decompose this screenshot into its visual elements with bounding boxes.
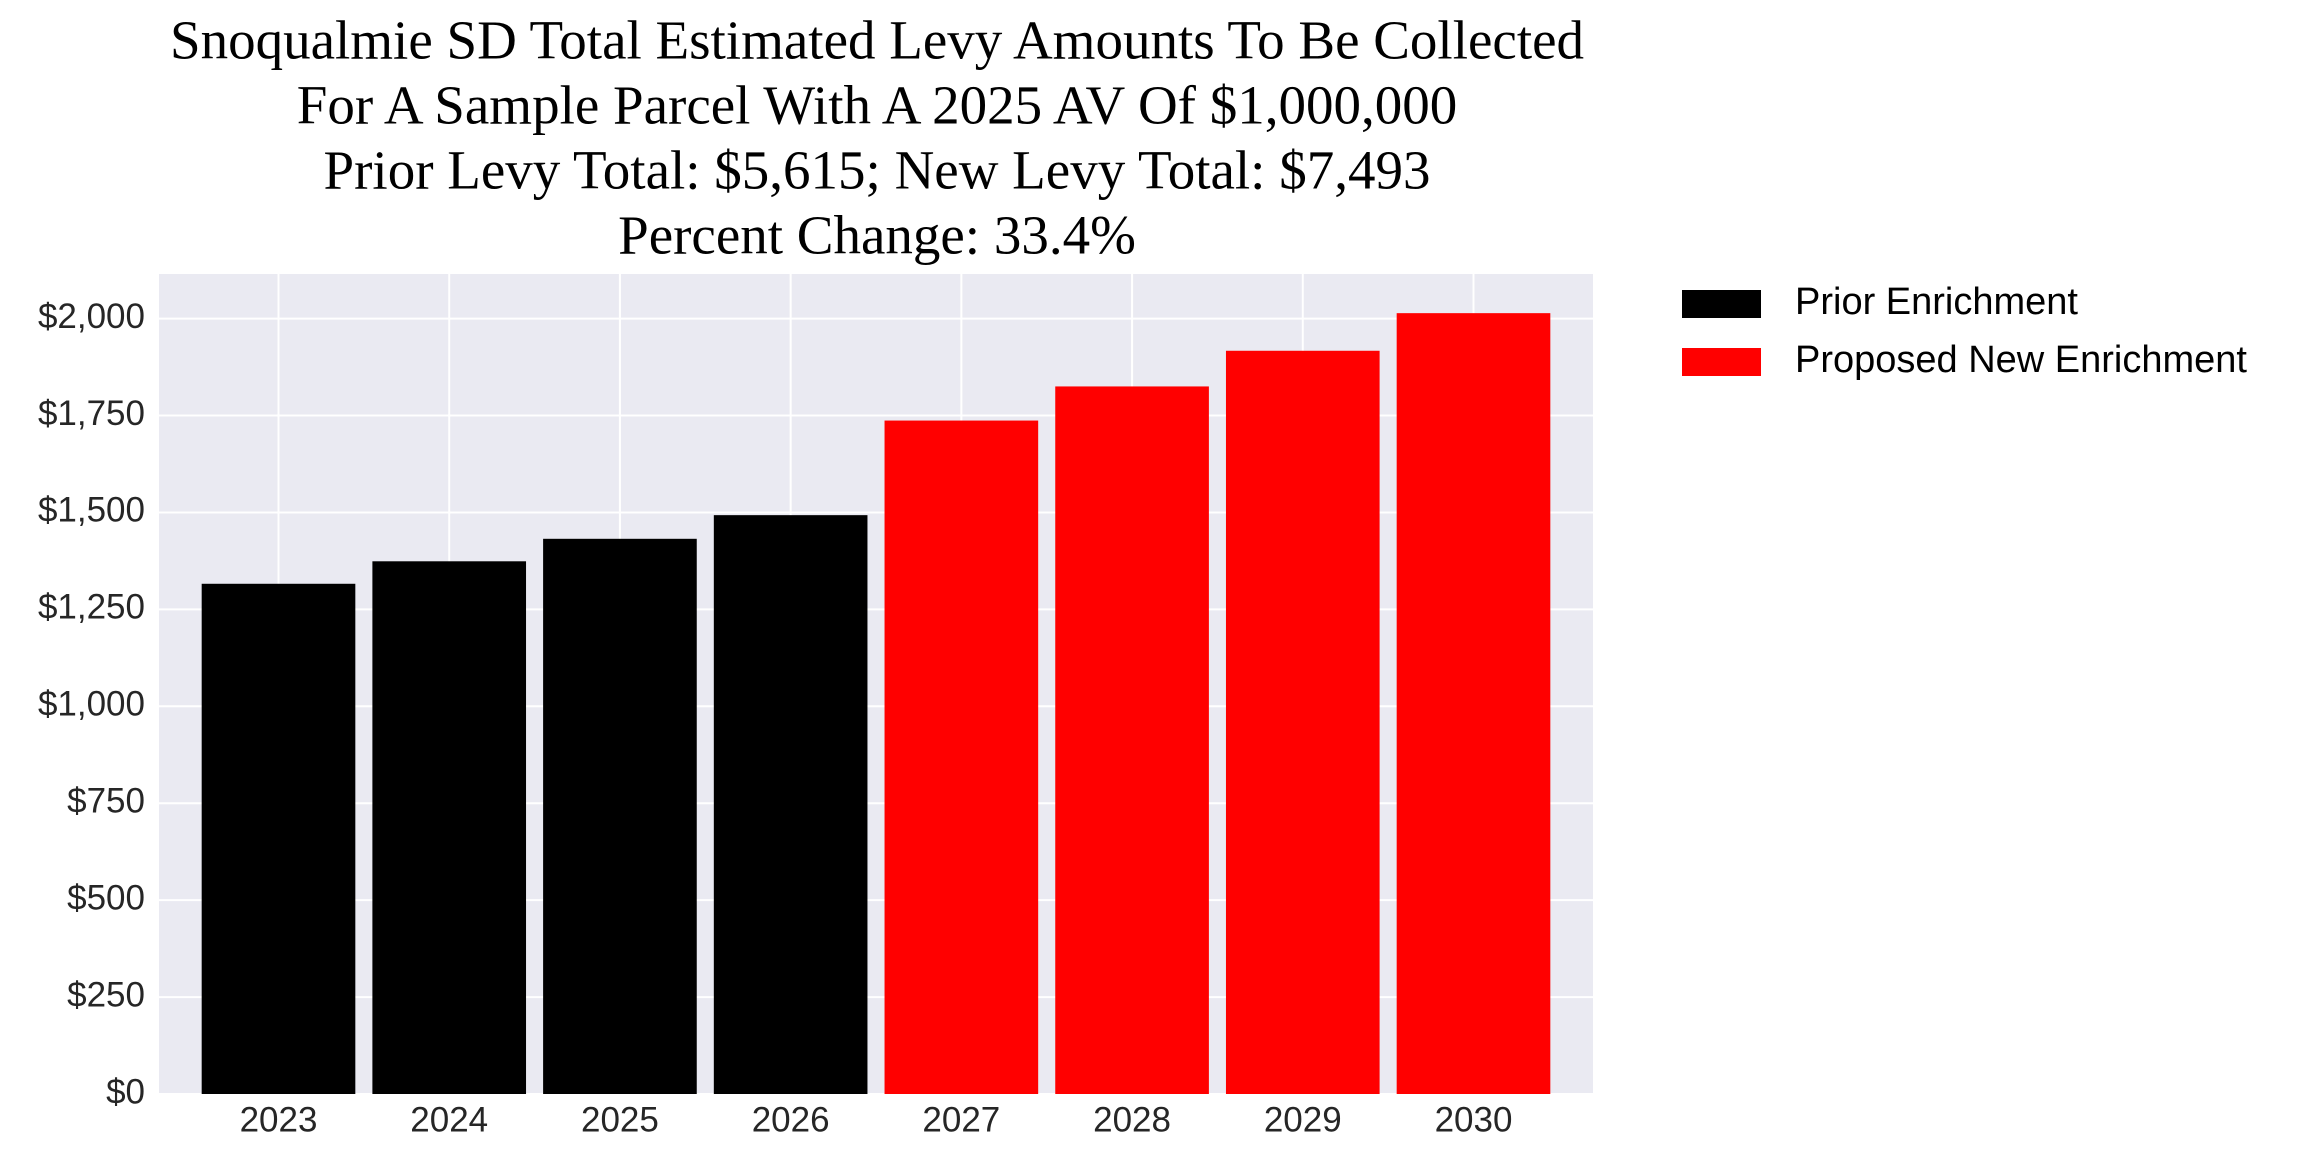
x-tick-label: 2023 [240, 1100, 318, 1139]
chart-title: Snoqualmie SD Total Estimated Levy Amoun… [170, 10, 1584, 71]
legend-swatch [1682, 290, 1761, 318]
legend-label: Proposed New Enrichment [1795, 339, 2247, 381]
y-tick-label: $250 [67, 975, 145, 1014]
chart-title: For A Sample Parcel With A 2025 AV Of $1… [297, 75, 1457, 136]
legend-label: Prior Enrichment [1795, 281, 2078, 323]
x-tick-label: 2029 [1264, 1100, 1342, 1139]
y-tick-label: $1,250 [38, 588, 145, 627]
bar [884, 420, 1039, 1094]
x-tick-label: 2025 [581, 1100, 659, 1139]
x-tick-label: 2027 [922, 1100, 1000, 1139]
bar [372, 561, 527, 1094]
x-tick-label: 2030 [1435, 1100, 1513, 1139]
y-tick-label: $500 [67, 878, 145, 917]
chart-title: Prior Levy Total: $5,615; New Levy Total… [324, 140, 1431, 201]
bar [1225, 350, 1380, 1094]
y-tick-label: $1,750 [38, 394, 145, 433]
x-tick-label: 2028 [1093, 1100, 1171, 1139]
y-tick-label: $1,500 [38, 491, 145, 530]
bar [1055, 386, 1209, 1094]
y-tick-label: $2,000 [38, 297, 145, 336]
bar [713, 515, 868, 1094]
bar [201, 583, 356, 1094]
legend-swatch [1682, 348, 1761, 376]
bar [1396, 313, 1551, 1094]
bar [543, 538, 697, 1094]
chart-title: Percent Change: 33.4% [618, 205, 1136, 266]
y-tick-label: $750 [67, 781, 145, 820]
x-tick-label: 2026 [752, 1100, 830, 1139]
x-tick-label: 2024 [410, 1100, 488, 1139]
y-tick-label: $0 [106, 1072, 145, 1111]
y-tick-label: $1,000 [38, 685, 145, 724]
